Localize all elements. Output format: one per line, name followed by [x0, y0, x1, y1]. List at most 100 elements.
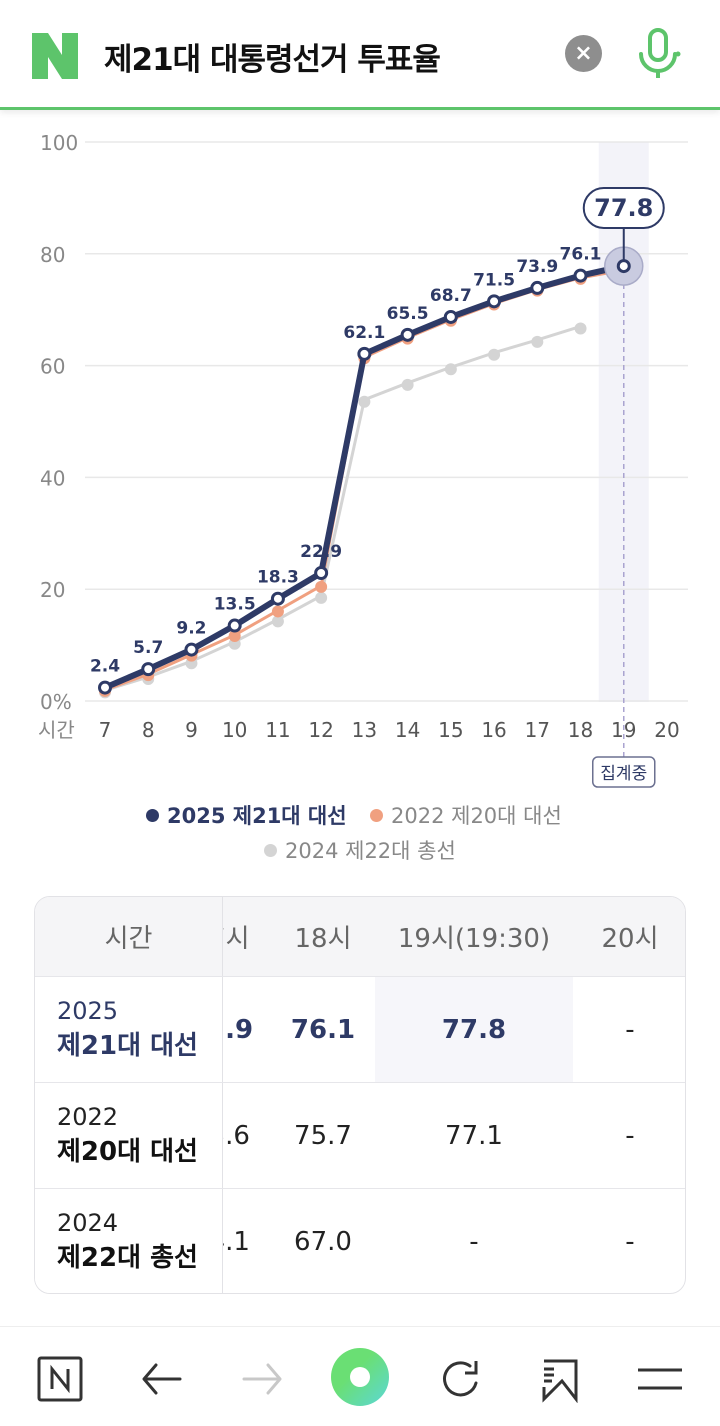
current-col-highlight — [375, 977, 573, 1082]
bookmark-icon[interactable] — [536, 1355, 584, 1403]
data-point[interactable] — [530, 280, 545, 295]
data-point[interactable] — [270, 591, 285, 606]
y-tick-label: 80 — [40, 243, 65, 267]
data-label: 68.7 — [430, 286, 472, 306]
data-label: 73.9 — [516, 257, 558, 277]
refresh-icon[interactable] — [436, 1355, 484, 1403]
naver-home-icon[interactable] — [36, 1355, 84, 1403]
y-tick-label: 0% — [40, 690, 72, 714]
x-tick-label: 16 — [481, 718, 506, 742]
x-tick-label: 14 — [395, 718, 420, 742]
green-dot-icon[interactable] — [330, 1347, 390, 1407]
bottom-navigation — [0, 1326, 720, 1426]
data-point[interactable] — [574, 322, 587, 335]
x-tick-label: 20 — [654, 718, 679, 742]
y-tick-label: 20 — [40, 578, 65, 602]
row-label: 2022 제20대 대선 — [35, 1083, 223, 1188]
data-point[interactable] — [573, 268, 588, 283]
data-point[interactable] — [443, 309, 458, 324]
row-election: 제20대 대선 — [57, 1137, 198, 1167]
turnout-table[interactable]: 17시 18시 19시(19:30) 20시 시간 73.976.177.8-2… — [34, 896, 686, 1294]
table-cell: 75.7 — [294, 1120, 352, 1151]
legend-dot — [370, 809, 383, 822]
data-point[interactable] — [271, 605, 284, 618]
x-tick-label: 17 — [525, 718, 550, 742]
forward-arrow-icon[interactable] — [238, 1355, 286, 1403]
x-tick-label: 13 — [352, 718, 377, 742]
data-label: 2.4 — [90, 657, 120, 677]
x-tick-label: 8 — [142, 718, 155, 742]
row-year: 2024 — [57, 1209, 119, 1237]
counting-badge — [592, 756, 656, 788]
data-point[interactable] — [141, 662, 156, 677]
x-tick-label: 12 — [308, 718, 333, 742]
data-label: 65.5 — [387, 304, 429, 324]
current-value: 77.8 — [594, 194, 653, 222]
row-election: 제22대 총선 — [57, 1243, 198, 1273]
row-year: 2022 — [57, 1103, 119, 1131]
x-tick-label: 7 — [99, 718, 112, 742]
y-tick-label: 100 — [40, 131, 78, 155]
data-point[interactable] — [98, 680, 112, 695]
counting-badge-text: 집계중 — [600, 764, 647, 784]
data-point[interactable] — [228, 630, 241, 643]
data-label: 76.1 — [560, 245, 602, 265]
row-label: 2024 제22대 총선 — [35, 1189, 223, 1293]
microphone-icon[interactable] — [636, 28, 682, 80]
current-point[interactable] — [616, 259, 631, 274]
col-18: 18시 — [271, 897, 375, 976]
table-cell: - — [469, 1226, 479, 1257]
data-point[interactable] — [227, 618, 242, 633]
series-line — [104, 325, 581, 692]
row-label: 2025 제21대 대선 — [35, 977, 223, 1082]
current-value-callout — [582, 187, 665, 229]
data-point[interactable] — [315, 580, 328, 593]
data-label: 9.2 — [176, 619, 206, 639]
row-election: 제21대 대선 — [57, 1031, 198, 1061]
data-point[interactable] — [315, 591, 328, 604]
data-point[interactable] — [358, 395, 371, 408]
data-point[interactable] — [357, 346, 372, 361]
divider — [35, 976, 685, 977]
table-cell: - — [625, 1120, 635, 1151]
y-tick-label: 60 — [40, 355, 65, 379]
data-point[interactable] — [184, 642, 199, 657]
divider — [35, 1188, 685, 1189]
close-icon[interactable]: × — [565, 35, 602, 72]
data-point[interactable] — [401, 378, 414, 391]
data-label: 71.5 — [473, 270, 515, 290]
data-label: 5.7 — [133, 638, 163, 658]
data-point[interactable] — [314, 565, 329, 580]
y-tick-label: 40 — [40, 466, 65, 490]
row-year: 2025 — [57, 997, 119, 1025]
x-tick-label: 18 — [568, 718, 593, 742]
data-label: 18.3 — [257, 568, 299, 588]
legend-2024: 2024 제22대 총선 — [264, 835, 456, 865]
table-cell: - — [625, 1226, 635, 1257]
legend-dot — [146, 809, 159, 822]
table-cell: 77.1 — [445, 1120, 503, 1151]
table-cell: 76.1 — [290, 1014, 356, 1045]
x-tick-label: 11 — [265, 718, 290, 742]
divider — [35, 1082, 685, 1083]
legend-dot — [264, 844, 277, 857]
col-19: 19시(19:30) — [375, 897, 573, 976]
data-label: 22.9 — [300, 542, 342, 562]
back-arrow-icon[interactable] — [138, 1355, 186, 1403]
data-point[interactable] — [531, 335, 544, 348]
data-point[interactable] — [400, 327, 415, 342]
data-point[interactable] — [444, 363, 457, 376]
table-cell: 77.8 — [441, 1014, 507, 1045]
search-query[interactable]: 제21대 대통령선거 투표율 — [104, 42, 441, 78]
data-label: 13.5 — [214, 595, 256, 615]
legend-2022: 2022 제20대 대선 — [370, 800, 562, 830]
data-point[interactable] — [488, 348, 501, 361]
x-tick-label: 10 — [222, 718, 247, 742]
col-time: 시간 — [35, 897, 223, 976]
data-point[interactable] — [487, 294, 502, 309]
naver-logo[interactable] — [32, 33, 78, 79]
menu-icon[interactable] — [636, 1355, 684, 1403]
data-point[interactable] — [271, 615, 284, 628]
x-tick-label: 15 — [438, 718, 463, 742]
search-header: 제21대 대통령선거 투표율 × — [0, 0, 720, 110]
